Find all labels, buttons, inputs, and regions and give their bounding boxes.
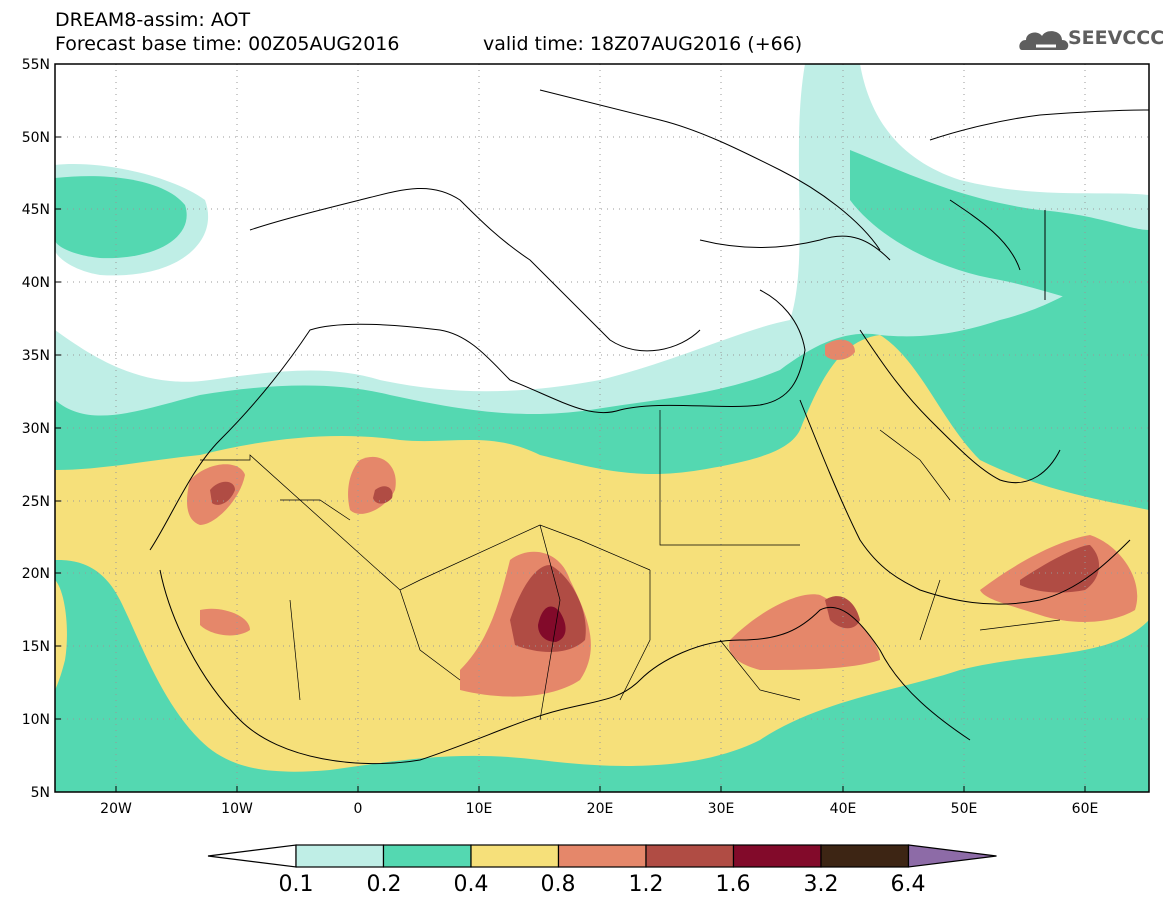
lat-label: 5N <box>31 785 50 801</box>
lon-label: 60E <box>1072 801 1099 817</box>
colorbar-segment <box>732 844 822 868</box>
colorbar-label: 0.1 <box>279 872 314 897</box>
seevccc-logo: SEEVCCC <box>1068 27 1165 49</box>
colorbar-label: 1.6 <box>716 872 751 897</box>
lat-label: 40N <box>22 275 50 291</box>
lat-label: 50N <box>22 130 50 146</box>
lat-label: 10N <box>22 712 50 728</box>
colorbar-segment <box>295 844 385 868</box>
lon-label: 20E <box>587 801 614 817</box>
lat-label: 55N <box>22 57 50 73</box>
lon-label: 10W <box>221 801 253 817</box>
cloud-icon <box>1019 31 1069 50</box>
latitude-labels: 5N 10N 15N 20N 25N 30N 35N 40N 45N 50N 5… <box>22 57 50 801</box>
lat-label: 20N <box>22 566 50 582</box>
valid-time: valid time: 18Z07AUG2016 (+66) <box>483 33 803 55</box>
lon-label: 50E <box>951 801 978 817</box>
colorbar-label: 0.8 <box>541 872 576 897</box>
lat-label: 30N <box>22 421 50 437</box>
colorbar-segment <box>820 844 910 868</box>
colorbar-high-arrow <box>907 844 997 868</box>
lon-label: 0 <box>354 801 363 817</box>
lat-label: 45N <box>22 202 50 218</box>
colorbar-label: 0.4 <box>454 872 489 897</box>
lon-label: 40E <box>830 801 857 817</box>
lon-label: 30E <box>708 801 735 817</box>
colorbar: 0.1 0.2 0.4 0.8 1.2 1.6 3.2 6.4 <box>207 844 997 897</box>
lon-label: 10E <box>466 801 493 817</box>
colorbar-label: 0.2 <box>367 872 402 897</box>
lon-label: 20W <box>100 801 132 817</box>
lat-label: 15N <box>22 639 50 655</box>
colorbar-labels: 0.1 0.2 0.4 0.8 1.2 1.6 3.2 6.4 <box>279 872 926 897</box>
coastlines <box>149 89 1149 765</box>
colorbar-low-arrow <box>207 844 297 868</box>
map-title: DREAM8-assim: AOT <box>55 9 251 31</box>
lat-label: 35N <box>22 348 50 364</box>
colorbar-label: 3.2 <box>804 872 839 897</box>
colorbar-segment <box>470 844 560 868</box>
country-borders <box>200 410 1061 721</box>
lat-label: 25N <box>22 494 50 510</box>
colorbar-segments <box>295 844 997 868</box>
colorbar-label: 6.4 <box>891 872 926 897</box>
longitude-labels: 20W 10W 0 10E 20E 30E 40E 50E 60E <box>100 801 1098 817</box>
axis-ticks <box>55 63 1086 793</box>
grid-lines <box>55 64 1149 792</box>
colorbar-segment <box>645 844 735 868</box>
colorbar-segment <box>382 844 472 868</box>
colorbar-segment <box>557 844 647 868</box>
forecast-base-time: Forecast base time: 00Z05AUG2016 <box>55 33 400 55</box>
colorbar-label: 1.2 <box>629 872 664 897</box>
